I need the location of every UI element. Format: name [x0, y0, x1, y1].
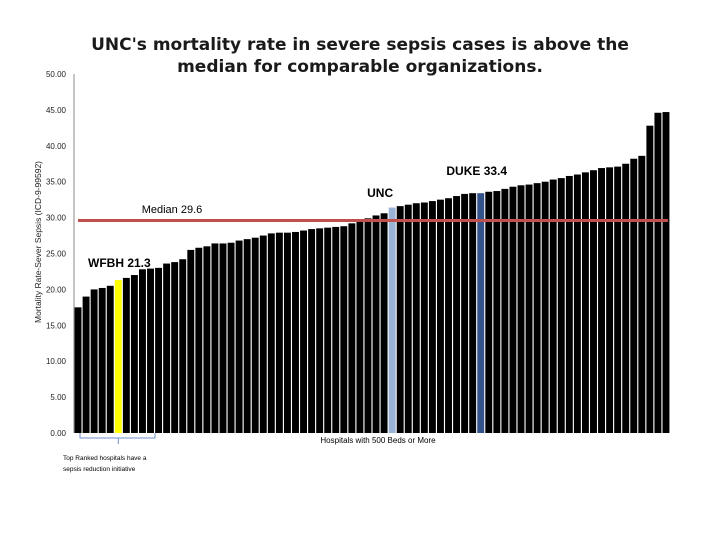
y-tick-label: 10.00	[46, 357, 67, 366]
bar	[638, 155, 646, 434]
bar	[195, 247, 203, 433]
bar	[549, 179, 557, 433]
bar	[541, 181, 549, 433]
bar	[646, 125, 654, 434]
bar	[243, 239, 251, 433]
bar	[138, 269, 146, 433]
bar-duke	[477, 193, 485, 433]
bar	[130, 275, 138, 433]
bar	[485, 191, 493, 433]
y-tick-label: 20.00	[46, 285, 67, 294]
bar	[356, 221, 364, 433]
bar	[654, 112, 662, 433]
bar	[630, 158, 638, 433]
bar	[557, 178, 565, 433]
bar	[122, 277, 130, 433]
bar	[251, 237, 259, 433]
bar	[283, 232, 291, 433]
bar	[179, 259, 187, 433]
bar	[573, 174, 581, 433]
bar	[340, 226, 348, 433]
bar	[163, 263, 171, 433]
bar	[106, 285, 114, 433]
bar	[364, 218, 372, 433]
bar	[614, 166, 622, 433]
y-tick-label: 0.00	[50, 429, 66, 438]
bar	[324, 227, 332, 433]
bar	[565, 175, 573, 433]
bar	[509, 186, 517, 433]
bars	[74, 112, 670, 434]
bar	[517, 185, 525, 433]
y-tick-label: 25.00	[46, 250, 67, 259]
chart-title: UNC's mortality rate in severe sepsis ca…	[91, 35, 629, 77]
bar-wfbh	[114, 280, 122, 433]
median-label: Median 29.6	[142, 204, 203, 216]
bar	[316, 228, 324, 433]
bar	[581, 172, 589, 433]
bar	[90, 289, 98, 433]
y-tick-label: 40.00	[46, 142, 67, 151]
bar	[380, 213, 388, 433]
bar	[461, 193, 469, 433]
bar	[590, 170, 597, 433]
bar	[74, 307, 82, 433]
y-axis-ticks: 0.00 5.00 10.00 15.00 20.00 25.00 30.00 35.00 40…	[46, 70, 67, 438]
bar	[259, 235, 267, 433]
x-axis-label: Hospitals with 500 Beds or More	[320, 436, 436, 445]
y-tick-label: 50.00	[46, 70, 67, 79]
bar	[453, 196, 461, 433]
bar	[235, 240, 243, 433]
bar	[501, 188, 509, 433]
bar	[533, 183, 541, 433]
bar	[98, 287, 106, 433]
bar	[171, 262, 179, 433]
bar	[404, 204, 412, 433]
bar	[275, 232, 283, 433]
bar	[469, 193, 477, 433]
bar	[211, 243, 219, 433]
bar	[300, 230, 308, 433]
bar	[412, 203, 420, 433]
bar	[606, 167, 614, 433]
bar	[372, 215, 380, 433]
bar	[525, 184, 533, 433]
y-axis-label: Mortality Rate-Sever Sepsis (ICD-9-99592…	[33, 161, 43, 323]
bar	[662, 112, 670, 433]
duke-label: DUKE 33.4	[446, 164, 507, 178]
bar	[493, 191, 501, 433]
bar	[348, 223, 356, 433]
bar	[203, 246, 211, 433]
bar	[445, 198, 452, 433]
bar	[622, 163, 630, 433]
bar	[227, 242, 235, 433]
unc-label: UNC	[367, 186, 393, 200]
bar	[187, 249, 195, 433]
bar	[396, 206, 404, 433]
y-tick-label: 35.00	[46, 178, 67, 187]
bar	[436, 199, 444, 433]
bar	[82, 296, 90, 433]
bar	[155, 267, 163, 433]
y-tick-label: 30.00	[46, 214, 67, 223]
bar	[219, 243, 227, 433]
y-tick-label: 45.00	[46, 106, 67, 115]
y-tick-label: 15.00	[46, 321, 67, 330]
bracket-note-line1: Top Ranked hospitals have a	[63, 455, 147, 462]
bar	[420, 202, 428, 433]
bar	[267, 233, 275, 433]
bar	[292, 231, 299, 433]
bar	[332, 226, 340, 433]
bar	[147, 268, 154, 433]
y-tick-label: 5.00	[50, 393, 66, 402]
top-ranked-bracket	[79, 433, 156, 444]
bar-unc	[388, 207, 396, 433]
bar	[308, 229, 316, 433]
wfbh-label: WFBH 21.3	[88, 256, 151, 270]
bar	[428, 201, 436, 433]
bracket-note-line2: sepsis reduction initiative	[63, 466, 136, 473]
bar	[598, 168, 606, 434]
